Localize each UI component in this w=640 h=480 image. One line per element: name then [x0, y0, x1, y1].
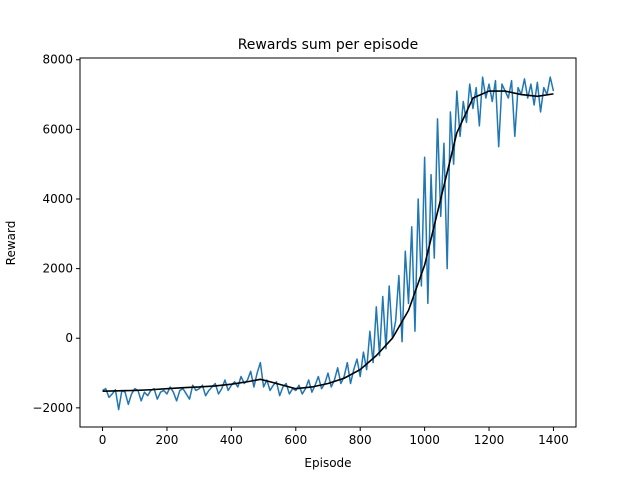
x-tick-label: 600: [284, 433, 307, 447]
raw-reward-line: [102, 76, 555, 411]
chart-title: Rewards sum per episode: [238, 37, 419, 53]
plot-frame: [79, 57, 577, 428]
x-tick-label: 400: [220, 433, 243, 447]
y-tick-label: 0: [65, 331, 73, 345]
series-layer: [102, 76, 555, 411]
y-tick-label: −2000: [32, 401, 73, 415]
x-axis-label: Episode: [304, 456, 351, 470]
x-tick-label: 1200: [474, 433, 505, 447]
x-tick-label: 1000: [409, 433, 440, 447]
y-tick-label: 8000: [42, 53, 73, 67]
x-axis: 0 200 400 600 800 1000 1200 1400: [99, 427, 569, 447]
x-tick-label: 1400: [538, 433, 569, 447]
y-axis-label: Reward: [4, 221, 18, 266]
y-tick-label: 6000: [42, 122, 73, 136]
y-tick-label: 4000: [42, 192, 73, 206]
x-tick-label: 800: [349, 433, 372, 447]
x-tick-label: 200: [156, 433, 179, 447]
x-tick-label: 0: [99, 433, 107, 447]
smoothed-reward-line: [102, 90, 554, 392]
y-tick-label: 2000: [42, 262, 73, 276]
y-axis: −2000 0 2000 4000 6000 8000: [32, 53, 80, 415]
